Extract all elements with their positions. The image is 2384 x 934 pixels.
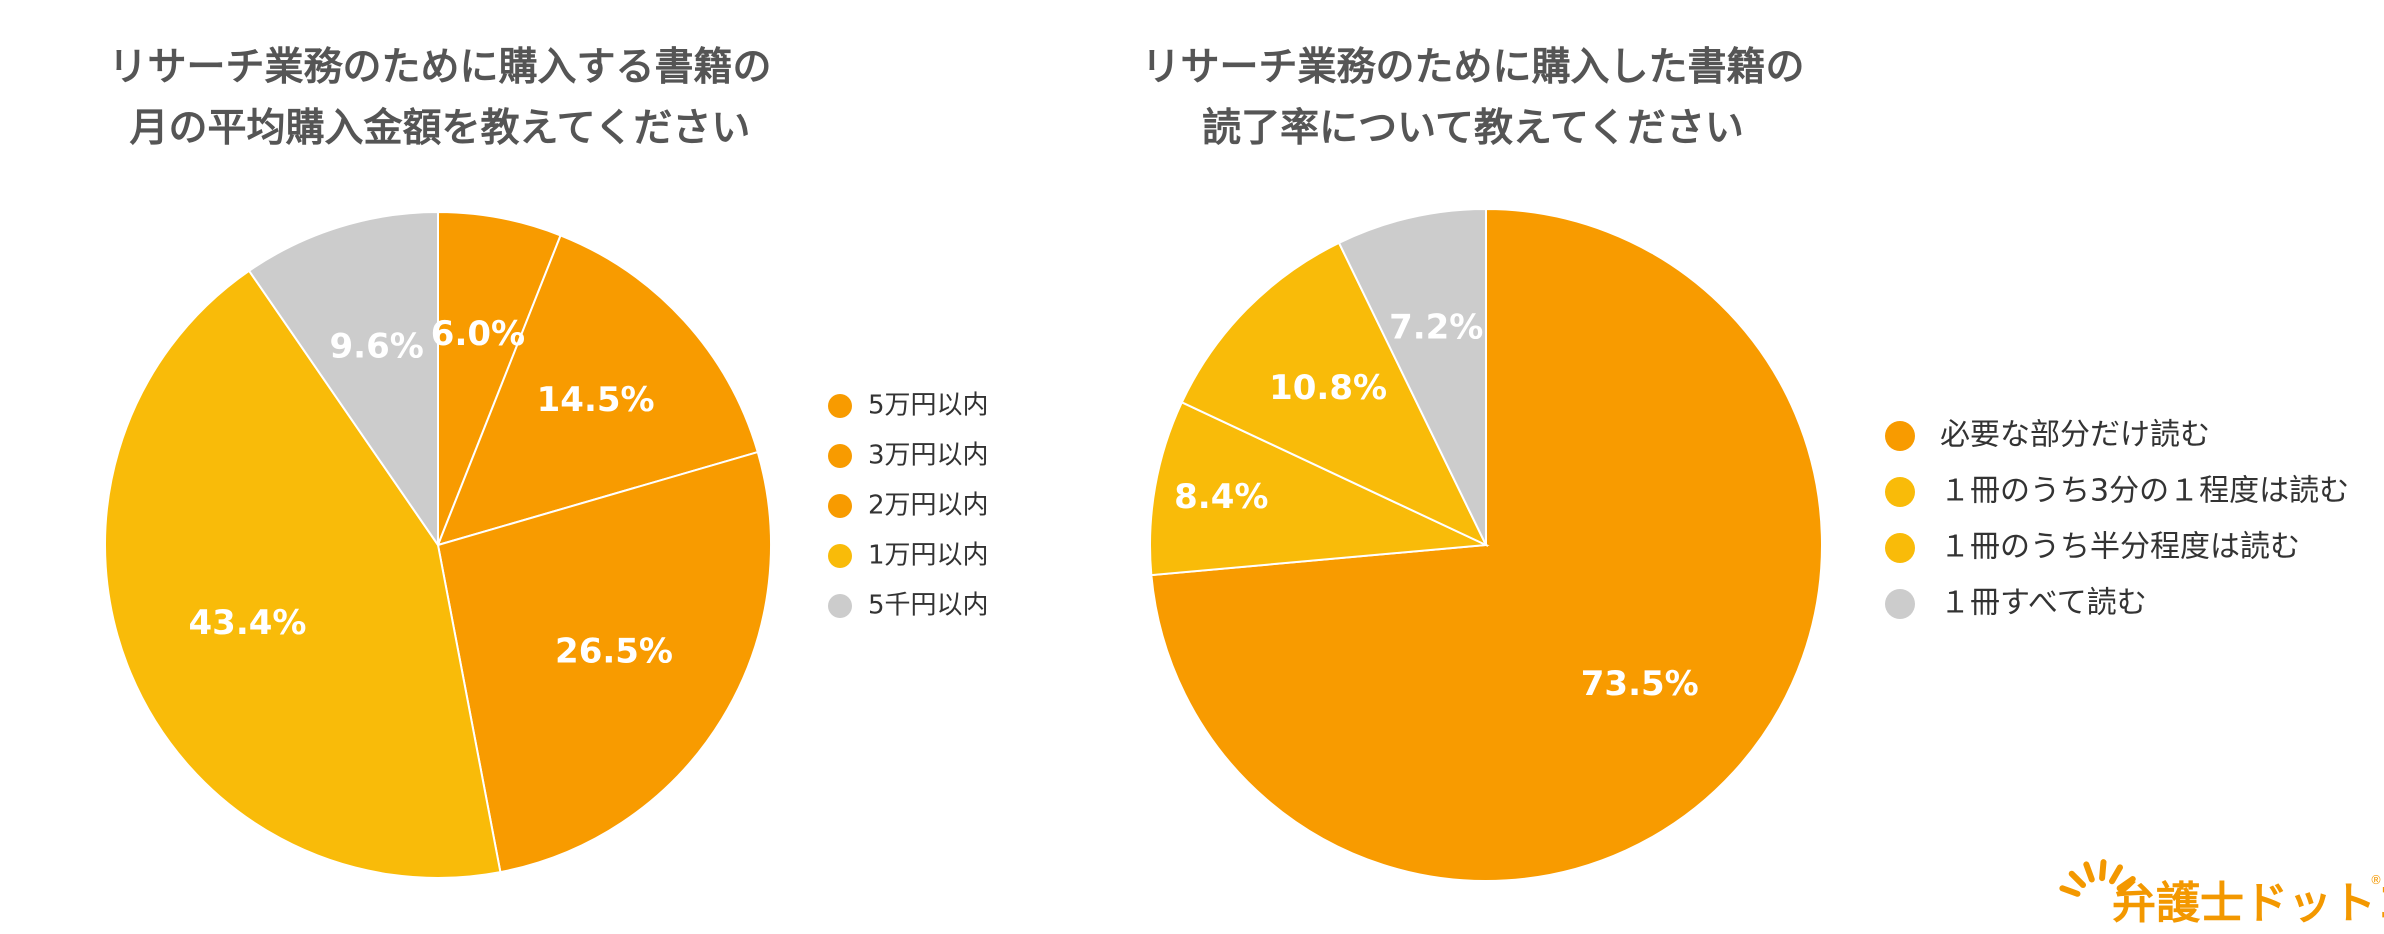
slice-value-label-5: 9.6% [330,326,424,366]
sun-ray-6 [2116,876,2136,892]
pie-slice-2 [436,234,760,547]
bengoshi-dotcom-logo: 弁護士ドットコム ® [2059,859,2384,929]
pie-slices [104,210,772,879]
legend-swatch-3 [1885,533,1915,563]
pie-chart-completion-rate: リサーチ業務のために購入した書籍の 読了率について教えてください 73.5% 8.… [1141,45,2349,882]
legend-label-3: １冊のうち半分程度は読む [1940,530,2300,565]
legend: 5万円以内 3万円以内 2万円以内 1万円以内 5千円以内 [828,391,989,621]
pie-slice-3 [436,450,772,874]
legend-label-3: 2万円以内 [868,491,989,521]
registered-mark: ® [2370,873,2382,887]
legend-swatch-2 [1885,477,1915,507]
sun-ray-5 [2109,864,2123,885]
legend-label-4: １冊すべて読む [1940,586,2147,621]
legend-label-2: １冊のうち3分の１程度は読む [1940,474,2349,509]
pie-value-labels: 6.0% 14.5% 26.5% 43.4% 9.6% [189,314,673,671]
legend-swatch-4 [828,544,852,568]
legend-swatch-2 [828,444,852,468]
legend-swatch-4 [1885,589,1915,619]
pie-chart-monthly-spend: リサーチ業務のために購入する書籍の 月の平均購入金額を教えてください 6.0% 1… [104,45,989,879]
pie-slice-4 [104,269,502,879]
pie-slices [1149,207,1823,882]
legend-swatch-1 [828,394,852,418]
chart-title-line-2: 月の平均購入金額を教えてください [130,106,751,151]
slice-value-label-1: 6.0% [431,314,525,354]
legend-label-5: 5千円以内 [868,591,989,621]
sun-ray-1 [2059,885,2081,897]
pie-slice-2 [1149,400,1490,577]
sun-ray-4 [2099,859,2107,882]
chart-title-line-2: 読了率について教えてください [1202,106,1744,151]
pie-slice-4 [1337,207,1487,546]
sun-burst-icon [2059,859,2136,897]
slice-value-label-4: 43.4% [189,603,307,643]
logo-text: 弁護士ドットコム [2112,878,2384,929]
sun-ray-3 [2083,861,2095,883]
legend-label-2: 3万円以内 [868,441,989,471]
slice-value-label-4: 7.2% [1389,307,1483,347]
legend-swatch-1 [1885,421,1915,451]
legend: 必要な部分だけ読む １冊のうち3分の１程度は読む １冊のうち半分程度は読む １冊すべて… [1885,418,2349,621]
pie-slice-3 [1180,241,1489,548]
slice-value-label-2: 14.5% [537,380,655,420]
pie-slice-1 [437,210,562,546]
slice-value-label-1: 73.5% [1581,664,1699,704]
legend-swatch-3 [828,494,852,518]
legend-swatch-5 [828,594,852,618]
legend-label-1: 必要な部分だけ読む [1940,418,2210,453]
sun-ray-2 [2068,870,2087,889]
legend-label-1: 5万円以内 [868,391,989,421]
chart-title-line-1: リサーチ業務のために購入する書籍の [108,45,771,90]
chart-title-line-1: リサーチ業務のために購入した書籍の [1141,45,1804,90]
slice-value-label-3: 26.5% [555,631,673,671]
pie-value-labels: 73.5% 8.4% 10.8%7.2% [1174,307,1699,704]
slice-value-label-3: 10.8% [1269,368,1387,408]
pie-slice-5 [247,210,439,549]
legend-label-4: 1万円以内 [868,541,989,571]
slice-value-label-2: 8.4% [1174,477,1268,517]
